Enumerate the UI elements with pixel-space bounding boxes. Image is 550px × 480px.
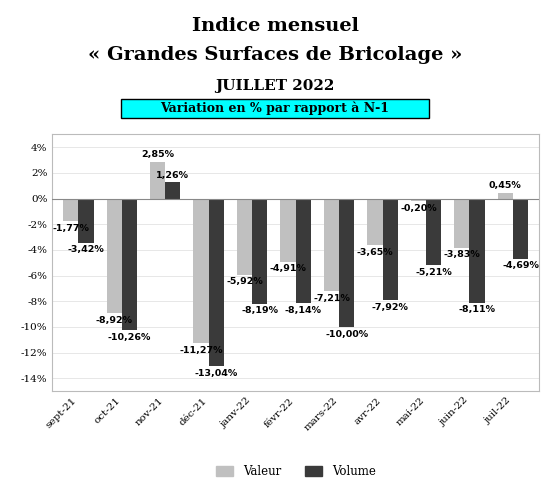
Text: -3,65%: -3,65% (356, 248, 393, 257)
Text: -7,92%: -7,92% (372, 303, 409, 312)
Text: JUILLET 2022: JUILLET 2022 (215, 79, 335, 93)
Bar (194, 199, 208, 343)
Bar (252, 199, 267, 304)
Text: -11,27%: -11,27% (179, 346, 223, 355)
Text: -7,21%: -7,21% (313, 294, 350, 303)
Bar (122, 199, 137, 330)
Bar (513, 199, 528, 259)
Text: -5,21%: -5,21% (415, 268, 452, 277)
Text: 0,45%: 0,45% (489, 181, 522, 190)
Text: -8,19%: -8,19% (241, 306, 278, 315)
Bar (324, 199, 339, 291)
Text: -8,11%: -8,11% (459, 305, 496, 314)
Bar (470, 199, 485, 303)
Text: -8,92%: -8,92% (96, 316, 133, 324)
Text: -3,42%: -3,42% (68, 245, 104, 254)
Text: -4,91%: -4,91% (270, 264, 306, 273)
Text: -8,14%: -8,14% (285, 306, 322, 315)
Text: -10,26%: -10,26% (108, 333, 151, 342)
Bar (426, 199, 441, 265)
Text: « Grandes Surfaces de Bricolage »: « Grandes Surfaces de Bricolage » (88, 46, 462, 63)
Text: 2,85%: 2,85% (141, 150, 174, 159)
Text: 1,26%: 1,26% (156, 171, 189, 180)
Bar (383, 199, 398, 300)
Bar (498, 193, 513, 199)
Bar (367, 199, 383, 245)
Bar (78, 199, 94, 242)
Text: -0,20%: -0,20% (400, 204, 437, 213)
Bar (165, 182, 180, 199)
Bar (63, 199, 78, 221)
Text: -5,92%: -5,92% (226, 277, 263, 286)
Bar (339, 199, 354, 327)
Bar (237, 199, 252, 275)
Bar (150, 162, 165, 199)
Bar (107, 199, 122, 313)
Bar (280, 199, 296, 262)
Text: -3,83%: -3,83% (443, 251, 480, 259)
Text: -1,77%: -1,77% (52, 224, 89, 233)
Legend: Valeur, Volume: Valeur, Volume (211, 460, 381, 480)
Text: Indice mensuel: Indice mensuel (191, 17, 359, 35)
Bar (208, 199, 224, 366)
FancyBboxPatch shape (121, 99, 429, 118)
Bar (296, 199, 311, 303)
Text: -13,04%: -13,04% (195, 369, 238, 378)
Bar (454, 199, 470, 248)
Text: Variation en % par rapport à N-1: Variation en % par rapport à N-1 (161, 102, 389, 115)
Bar (411, 199, 426, 201)
Text: -10,00%: -10,00% (325, 330, 369, 338)
Text: -4,69%: -4,69% (502, 262, 539, 270)
